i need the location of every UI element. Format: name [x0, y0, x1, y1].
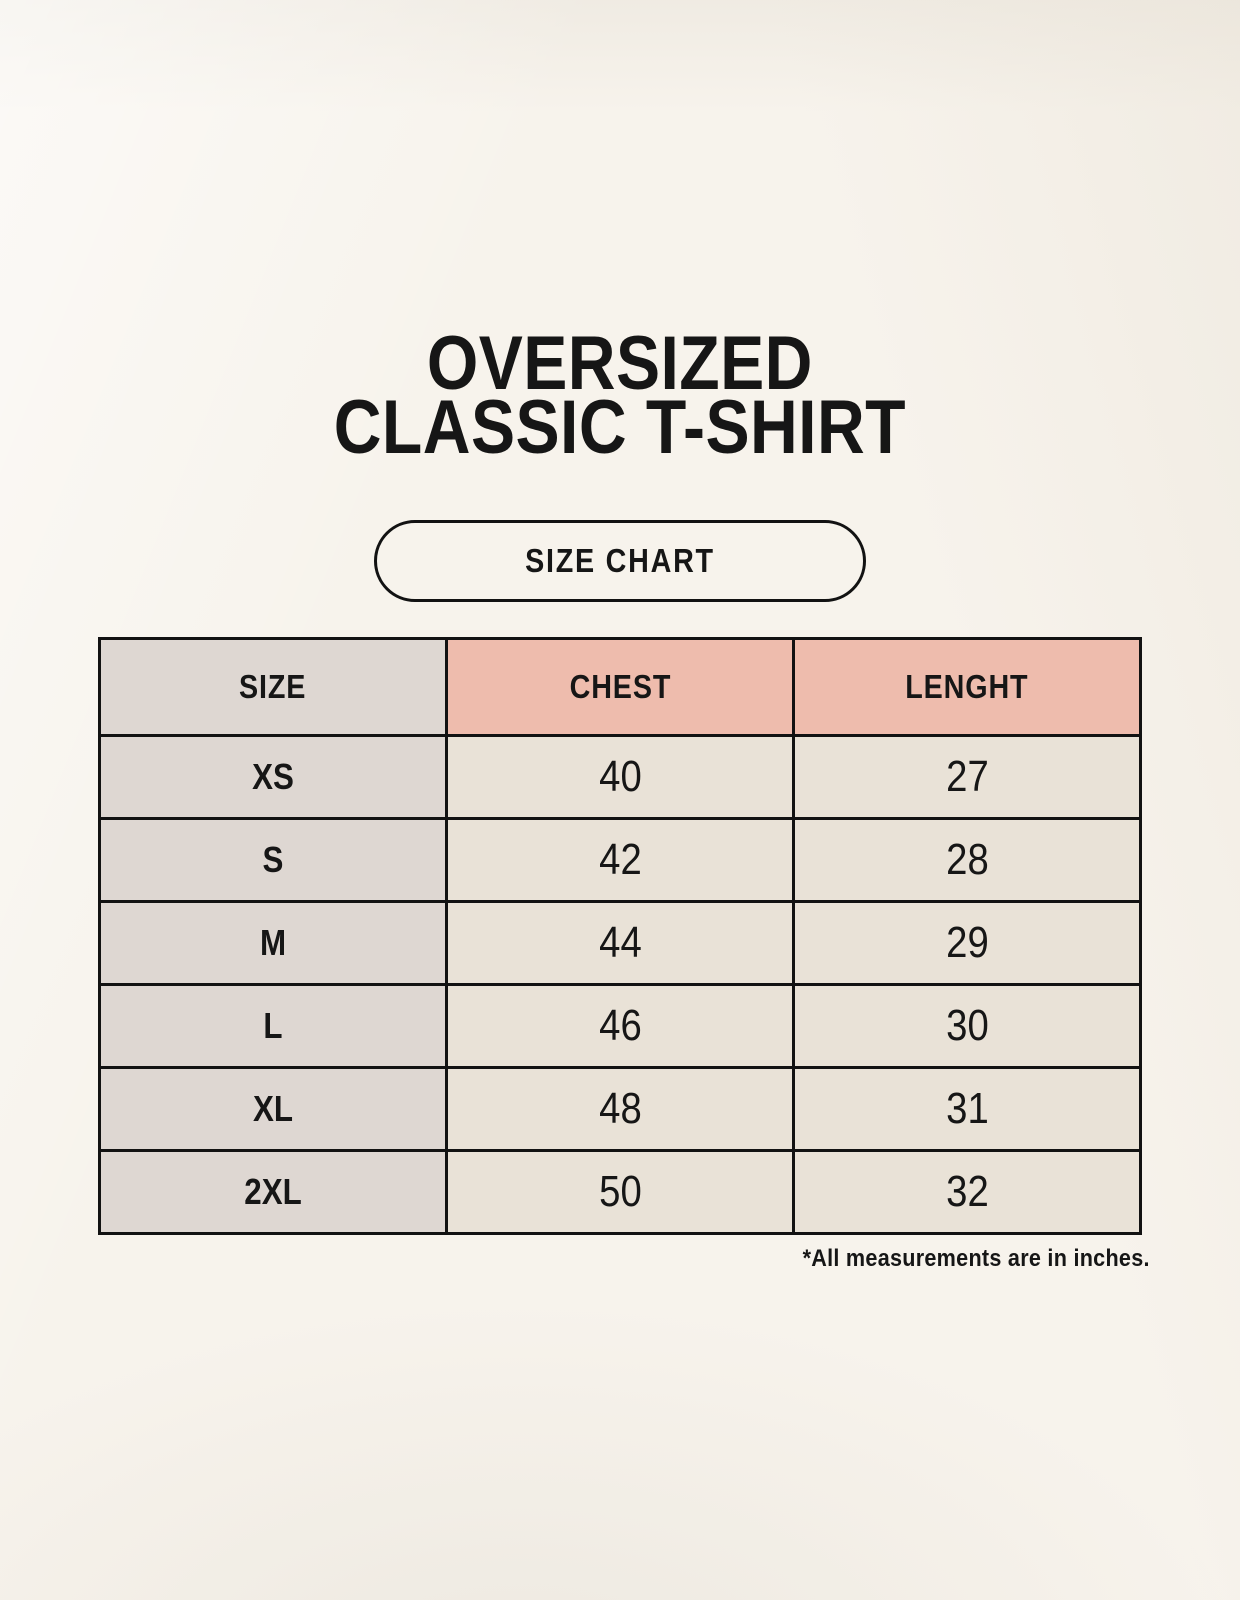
table-header-row: SIZE CHEST LENGHT	[98, 637, 1142, 737]
product-title: OVERSIZED CLASSIC T-SHIRT	[0, 321, 1240, 470]
cell-chest: 44	[445, 900, 795, 986]
column-header-lenght: LENGHT	[792, 637, 1142, 737]
table-row: S 42 28	[98, 817, 1142, 903]
size-chart-badge[interactable]: SIZE CHART	[374, 520, 866, 602]
cell-lenght: 28	[792, 817, 1142, 903]
table-row: XS 40 27	[98, 734, 1142, 820]
table-row: XL 48 31	[98, 1066, 1142, 1152]
lenght-value: 32	[945, 1167, 989, 1216]
size-chart-table: SIZE CHEST LENGHT XS 40 27 S 42 28 M 44 29 L 46 30 X…	[98, 637, 1142, 1235]
cell-lenght: 31	[792, 1066, 1142, 1152]
table-header: SIZE CHEST LENGHT	[98, 637, 1142, 737]
cell-lenght: 30	[792, 983, 1142, 1069]
cell-chest: 46	[445, 983, 795, 1069]
lenght-value: 27	[945, 752, 989, 801]
product-title-line1: OVERSIZED	[426, 321, 814, 406]
size-value: S	[262, 839, 284, 880]
table-row: L 46 30	[98, 983, 1142, 1069]
size-value: XL	[252, 1088, 294, 1129]
column-header-size: SIZE	[98, 637, 448, 737]
table-row: M 44 29	[98, 900, 1142, 986]
chest-value: 48	[598, 1084, 642, 1133]
measurements-footnote: *All measurements are in inches.	[764, 1245, 1150, 1273]
cell-size: M	[98, 900, 448, 986]
cell-chest: 50	[445, 1149, 795, 1235]
size-value: M	[259, 922, 287, 963]
measurements-footnote-text: *All measurements are in inches.	[802, 1245, 1150, 1272]
size-value: 2XL	[244, 1171, 302, 1212]
product-title-line2: CLASSIC T-SHIRT	[333, 385, 907, 470]
cell-lenght: 29	[792, 900, 1142, 986]
cell-chest: 42	[445, 817, 795, 903]
cell-size: 2XL	[98, 1149, 448, 1235]
cell-size: S	[98, 817, 448, 903]
lenght-value: 31	[945, 1084, 989, 1133]
size-chart-badge-label: SIZE CHART	[525, 542, 715, 579]
column-header-size-label: SIZE	[239, 668, 307, 705]
chest-value: 46	[598, 1001, 642, 1050]
size-value: XS	[252, 756, 294, 797]
cell-size: L	[98, 983, 448, 1069]
table-row: 2XL 50 32	[98, 1149, 1142, 1235]
column-header-lenght-label: LENGHT	[905, 668, 1029, 705]
cell-chest: 40	[445, 734, 795, 820]
lenght-value: 28	[945, 835, 989, 884]
cell-chest: 48	[445, 1066, 795, 1152]
chest-value: 42	[598, 835, 642, 884]
lenght-value: 29	[945, 918, 989, 967]
column-header-chest-label: CHEST	[569, 668, 671, 705]
cell-size: XS	[98, 734, 448, 820]
chest-value: 50	[598, 1167, 642, 1216]
table-body: XS 40 27 S 42 28 M 44 29 L 46 30 XL 48 31 2XL 50 32	[98, 734, 1142, 1235]
size-value: L	[263, 1005, 283, 1046]
cell-size: XL	[98, 1066, 448, 1152]
chest-value: 44	[598, 918, 642, 967]
chest-value: 40	[598, 752, 642, 801]
lenght-value: 30	[945, 1001, 989, 1050]
cell-lenght: 32	[792, 1149, 1142, 1235]
column-header-chest: CHEST	[445, 637, 795, 737]
cell-lenght: 27	[792, 734, 1142, 820]
